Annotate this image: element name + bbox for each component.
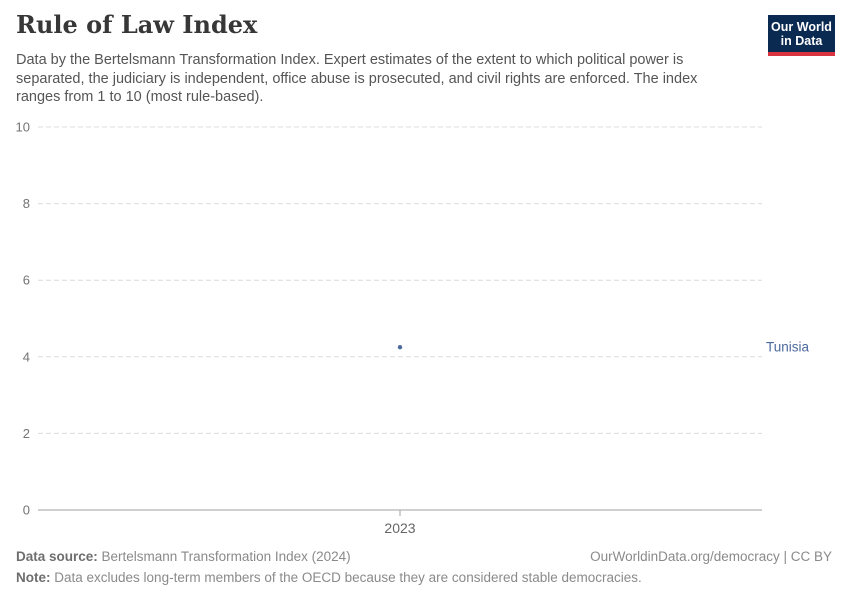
x-tick-label: 2023 [384,520,415,536]
entity-label-tunisia[interactable]: Tunisia [766,340,810,355]
data-source-line: Data source: Bertelsmann Transformation … [16,546,351,567]
y-tick-label-8: 8 [23,196,30,211]
y-tick-label-0: 0 [23,503,30,518]
page-title: Rule of Law Index [16,10,258,39]
note-text: Data excludes long-term members of the O… [50,570,642,585]
owid-logo-line2: in Data [780,34,823,48]
y-tick-label-6: 6 [23,273,30,288]
owid-logo-line1: Our World [771,20,832,34]
note-line: Note: Data excludes long-term members of… [16,567,832,588]
owid-logo[interactable]: Our World in Data [768,15,835,56]
y-tick-label-4: 4 [23,349,30,364]
data-source-text: Bertelsmann Transformation Index (2024) [97,549,351,564]
y-tick-label-2: 2 [23,426,30,441]
data-point-tunisia[interactable] [397,345,403,350]
credit-link[interactable]: OurWorldinData.org/democracy | CC BY [590,549,832,564]
chart-plot-area: 0 2 4 6 8 10 2023 Tunisia [16,120,810,537]
chart-footer: Data source: Bertelsmann Transformation … [16,546,832,588]
y-tick-label-10: 10 [16,120,30,135]
chart-subtitle: Data by the Bertelsmann Transformation I… [16,52,698,105]
data-source-label: Data source: [16,549,98,564]
note-label: Note: [16,570,51,585]
